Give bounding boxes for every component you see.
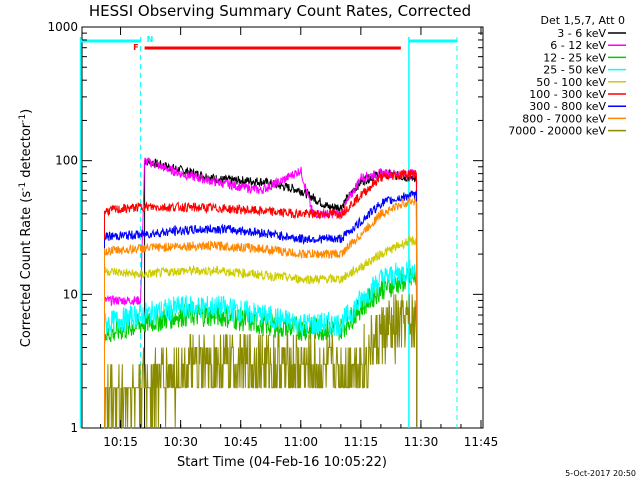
series-line xyxy=(104,294,418,429)
legend-entry-label: 100 - 300 keV xyxy=(529,88,606,101)
series-line xyxy=(104,169,418,429)
y-axis-ticks: 1 10 100 1000 xyxy=(47,20,483,435)
x-tick-label: 11:30 xyxy=(404,435,439,449)
chart-title: HESSI Observing Summary Count Rates, Cor… xyxy=(89,2,471,20)
legend-entry-label: 25 - 50 keV xyxy=(543,64,606,77)
series-line xyxy=(104,189,418,429)
y-axis-label: Corrected Count Rate (s-1 detector-1) xyxy=(18,109,34,347)
flag-label: N xyxy=(147,35,154,44)
y-tick-label: 100 xyxy=(55,154,78,168)
y-tick-label: 1000 xyxy=(47,20,78,34)
y-tick-label: 10 xyxy=(63,287,78,301)
x-axis-ticks: 10:15 10:30 10:45 11:00 11:15 11:30 11:45 xyxy=(100,27,499,449)
vertical-markers xyxy=(79,37,458,428)
flag-label: F xyxy=(133,43,138,52)
x-tick-label: 10:15 xyxy=(103,435,138,449)
x-tick-label: 10:45 xyxy=(223,435,258,449)
x-tick-label: 11:15 xyxy=(344,435,379,449)
legend-entry-label: 7000 - 20000 keV xyxy=(508,125,606,138)
series-line xyxy=(104,259,418,429)
y-tick-label: 1 xyxy=(70,421,78,435)
legend-entry-label: 6 - 12 keV xyxy=(550,39,606,52)
plot-frame xyxy=(81,26,484,429)
legend-entry-label: 800 - 7000 keV xyxy=(522,112,606,125)
legend-title: Det 1,5,7, Att 0 xyxy=(541,14,625,27)
legend-entry-label: 300 - 800 keV xyxy=(529,100,606,113)
series-line xyxy=(104,235,418,429)
footer-timestamp: 5-Oct-2017 20:50 xyxy=(565,469,636,478)
legend-entry-label: 12 - 25 keV xyxy=(543,51,606,64)
series-line xyxy=(104,196,418,429)
series-line xyxy=(104,268,418,429)
x-tick-label: 10:30 xyxy=(163,435,198,449)
legend-entry-label: 50 - 100 keV xyxy=(536,76,606,89)
flag-bars: FN xyxy=(80,35,457,52)
legend-entry-label: 3 - 6 keV xyxy=(557,27,606,40)
x-tick-label: 11:45 xyxy=(464,435,499,449)
x-tick-label: 11:00 xyxy=(283,435,318,449)
series-lines xyxy=(104,157,418,429)
series-line xyxy=(104,157,418,429)
x-axis-label: Start Time (04-Feb-16 10:05:22) xyxy=(177,455,387,470)
